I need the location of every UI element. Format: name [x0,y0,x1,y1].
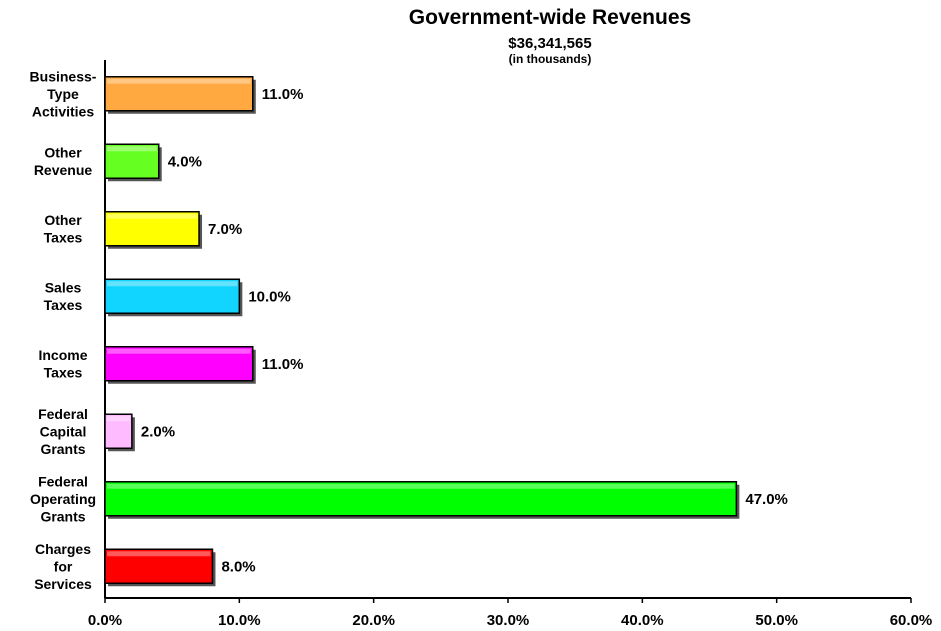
category-label: Federal Operating Grants [30,473,96,524]
bar-group [104,481,740,519]
data-label: 11.0% [262,356,304,373]
bar-group [104,76,256,114]
data-label: 4.0% [168,153,202,170]
chart-subtitle-note: (in thousands) [508,52,592,66]
bar-highlight [107,281,238,287]
bar [104,413,133,449]
bar-group [104,413,135,452]
bar [104,143,160,179]
category-label: Charges for Services [34,541,92,592]
category-label: Business-Type Activities [30,68,97,119]
data-label: 8.0% [221,558,255,575]
bar-highlight [107,213,198,219]
x-tick-label: 50.0% [755,612,798,629]
chart-subtitle: $36,341,565 [508,35,592,52]
bar-group [104,211,203,249]
bar-highlight [107,551,211,557]
bar [104,211,200,247]
data-label: 7.0% [208,221,242,238]
category-label: Other Revenue [34,145,93,179]
category-label: Income Taxes [38,347,87,381]
category-label: Other Taxes [44,212,83,246]
bar-group [104,346,256,384]
bar [104,346,254,382]
chart-title: Government-wide Revenues [408,6,692,29]
data-label: 10.0% [248,288,291,305]
x-tick-label: 60.0% [890,612,933,629]
data-label: 11.0% [262,86,304,103]
category-label: Sales Taxes [44,280,83,314]
bar [104,548,214,584]
bar [104,76,254,112]
data-label: 47.0% [745,491,788,508]
category-label: Federal Capital Grants [38,406,88,457]
x-tick-label: 40.0% [621,612,664,629]
bar [104,278,241,314]
bar-highlight [107,78,251,84]
bar-group [104,278,243,317]
bar-highlight [107,483,735,489]
x-tick-label: 0.0% [88,612,122,629]
bar [104,481,738,517]
x-tick-label: 20.0% [352,612,395,629]
bar-highlight [107,348,251,354]
bar-group [104,548,216,587]
bar-group [104,143,162,182]
bar-highlight [107,416,130,422]
bar-highlight [107,146,157,152]
x-tick-label: 10.0% [218,612,261,629]
x-tick-label: 30.0% [487,612,530,629]
data-label: 2.0% [141,423,175,440]
